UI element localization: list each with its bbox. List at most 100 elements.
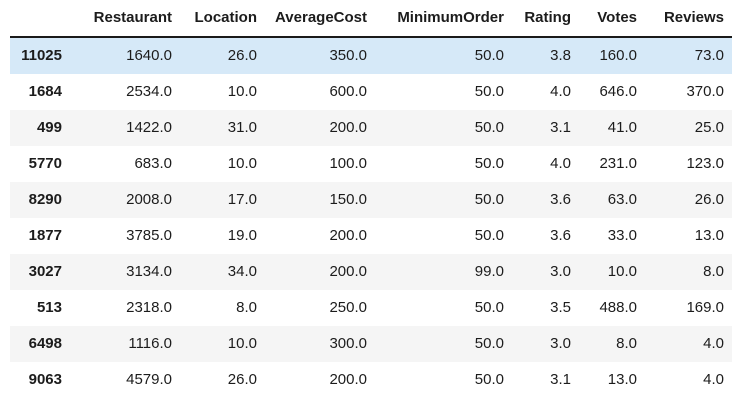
row-index: 513 [36,299,62,316]
row-index: 8290 [28,191,62,208]
cell: 150.0 [329,191,367,208]
cell: 3.5 [550,299,571,316]
index-header-cell [10,0,70,38]
cell: 200.0 [329,119,367,136]
cell: 50.0 [474,47,504,64]
cell: 50.0 [474,299,504,316]
cell: 41.0 [607,119,637,136]
cell: 2008.0 [126,191,172,208]
cell: 8.0 [703,263,724,280]
cell: 50.0 [474,335,504,352]
cell: 26.0 [227,47,257,64]
table-row: 3027 3134.0 34.0 200.0 99.0 3.0 10.0 8.0 [10,254,732,290]
row-index: 1877 [28,227,62,244]
cell: 25.0 [694,119,724,136]
cell: 4.0 [703,371,724,388]
cell: 50.0 [474,119,504,136]
cell: 646.0 [599,83,637,100]
cell: 73.0 [694,47,724,64]
cell: 10.0 [607,263,637,280]
cell: 10.0 [227,335,257,352]
cell: 99.0 [474,263,504,280]
cell: 4.0 [550,83,571,100]
cell: 17.0 [227,191,257,208]
cell: 4579.0 [126,371,172,388]
cell: 10.0 [227,155,257,172]
table-row: 8290 2008.0 17.0 150.0 50.0 3.6 63.0 26.0 [10,182,732,218]
dataframe-table: Restaurant Location AverageCost MinimumOrde… [10,0,732,398]
table-header: Restaurant Location AverageCost MinimumOrde… [10,0,732,38]
cell: 683.0 [134,155,172,172]
cell: 50.0 [474,155,504,172]
cell: 63.0 [607,191,637,208]
cell: 100.0 [329,155,367,172]
column-header: AverageCost [265,0,375,38]
cell: 370.0 [686,83,724,100]
cell: 200.0 [329,263,367,280]
cell: 200.0 [329,371,367,388]
cell: 123.0 [686,155,724,172]
cell: 3.1 [550,371,571,388]
cell: 250.0 [329,299,367,316]
cell: 3785.0 [126,227,172,244]
cell: 10.0 [227,83,257,100]
cell: 50.0 [474,83,504,100]
cell: 34.0 [227,263,257,280]
header-row: Restaurant Location AverageCost MinimumOrde… [10,0,732,38]
cell: 3.8 [550,47,571,64]
cell: 231.0 [599,155,637,172]
cell: 2534.0 [126,83,172,100]
table-row: 9063 4579.0 26.0 200.0 50.0 3.1 13.0 4.0 [10,362,732,398]
row-index: 499 [36,119,62,136]
row-index: 1684 [28,83,62,100]
row-index: 5770 [28,155,62,172]
cell: 3.1 [550,119,571,136]
table-row: 5770 683.0 10.0 100.0 50.0 4.0 231.0 123.0 [10,146,732,182]
cell: 1116.0 [128,335,172,352]
cell: 13.0 [694,227,724,244]
cell: 19.0 [227,227,257,244]
table-row: 6498 1116.0 10.0 300.0 50.0 3.0 8.0 4.0 [10,326,732,362]
column-header: Location [180,0,265,38]
column-header: Reviews [645,0,732,38]
cell: 26.0 [227,371,257,388]
cell: 50.0 [474,191,504,208]
column-header: MinimumOrder [375,0,512,38]
column-header: Restaurant [70,0,180,38]
cell: 33.0 [607,227,637,244]
column-header: Rating [512,0,579,38]
row-index: 3027 [28,263,62,280]
table-row: 1684 2534.0 10.0 600.0 50.0 4.0 646.0 370.0 [10,74,732,110]
cell: 26.0 [694,191,724,208]
cell: 300.0 [329,335,367,352]
cell: 488.0 [599,299,637,316]
cell: 3.0 [550,335,571,352]
cell: 200.0 [329,227,367,244]
cell: 3134.0 [126,263,172,280]
cell: 160.0 [599,47,637,64]
cell: 3.6 [550,227,571,244]
column-header: Votes [579,0,645,38]
cell: 600.0 [329,83,367,100]
cell: 8.0 [236,299,257,316]
cell: 13.0 [607,371,637,388]
cell: 50.0 [474,227,504,244]
table-row: 11025 1640.0 26.0 350.0 50.0 3.8 160.0 73.0 [10,37,732,74]
table-row: 499 1422.0 31.0 200.0 50.0 3.1 41.0 25.0 [10,110,732,146]
cell: 1422.0 [126,119,172,136]
cell: 350.0 [329,47,367,64]
table-row: 1877 3785.0 19.0 200.0 50.0 3.6 33.0 13.0 [10,218,732,254]
table-body: 11025 1640.0 26.0 350.0 50.0 3.8 160.0 73.0 1684… [10,37,732,398]
row-index: 9063 [28,371,62,388]
cell: 4.0 [550,155,571,172]
cell: 1640.0 [126,47,172,64]
row-index: 11025 [21,47,62,64]
table-row: 513 2318.0 8.0 250.0 50.0 3.5 488.0 169.0 [10,290,732,326]
cell: 169.0 [686,299,724,316]
cell: 2318.0 [126,299,172,316]
cell: 31.0 [227,119,257,136]
cell: 3.0 [550,263,571,280]
cell: 50.0 [474,371,504,388]
cell: 4.0 [703,335,724,352]
row-index: 6498 [28,335,62,352]
